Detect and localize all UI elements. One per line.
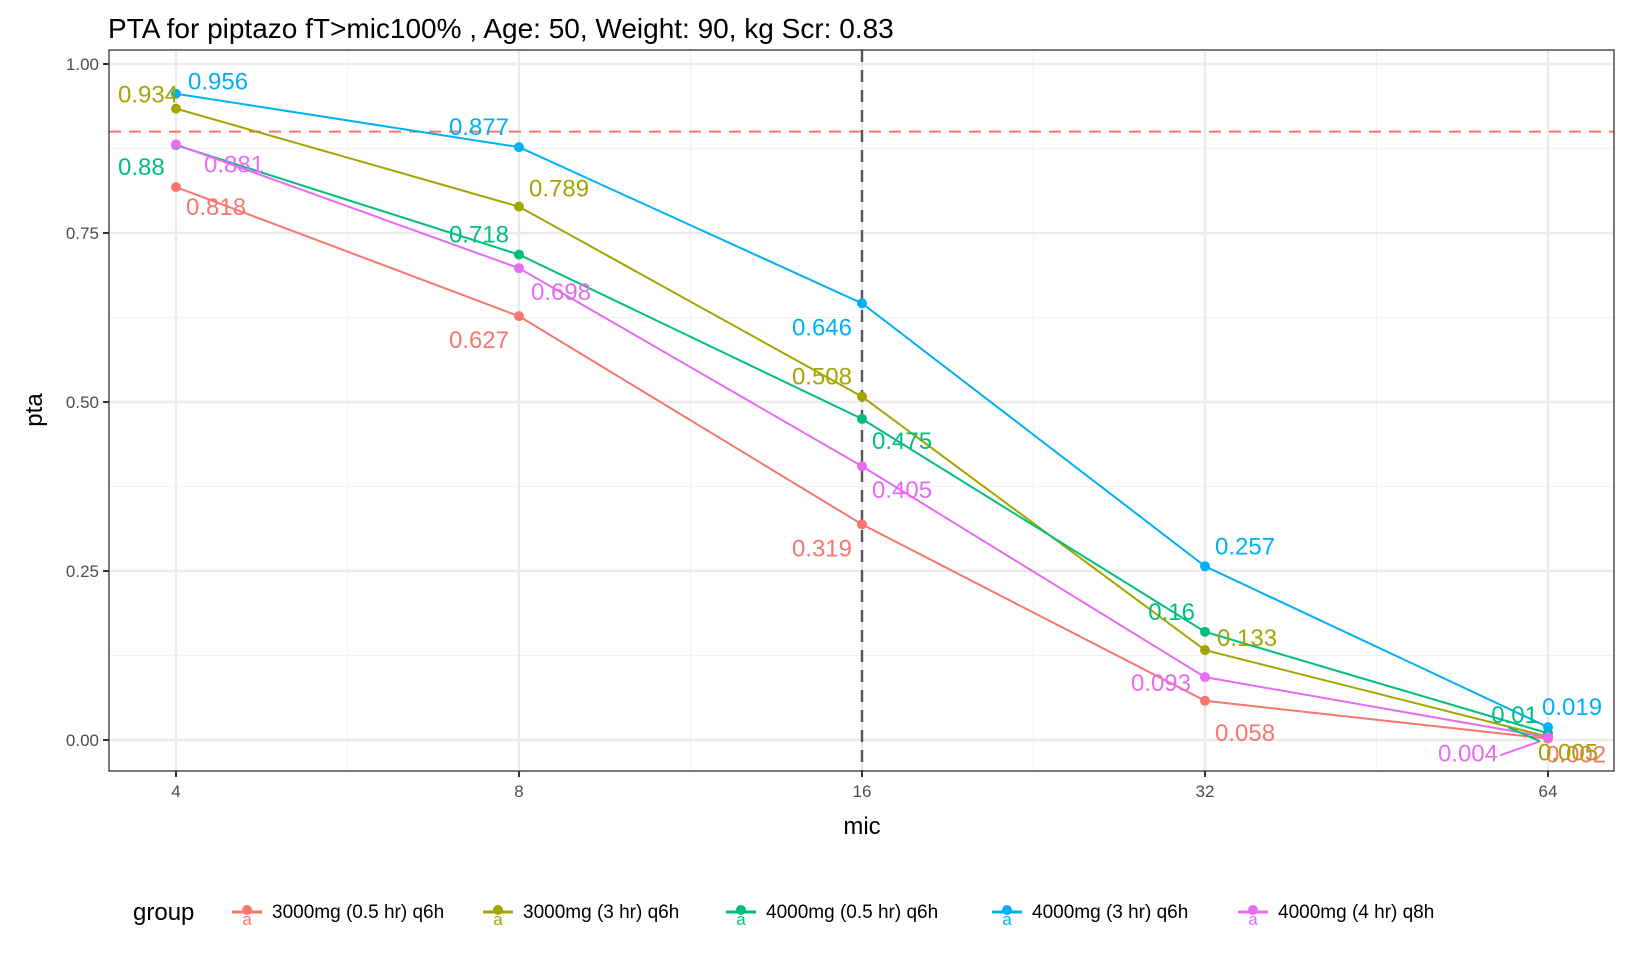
data-label: 0.508 [792, 364, 852, 391]
data-label: 0.877 [449, 114, 509, 141]
legend-label: 3000mg (3 hr) q6h [523, 902, 679, 923]
data-point [1200, 626, 1210, 637]
data-point [171, 88, 181, 99]
data-label: 0.881 [204, 151, 264, 178]
data-point [514, 142, 524, 153]
legend-key-point [1248, 905, 1258, 915]
data-label: 0.789 [529, 176, 589, 203]
series-4000mg-4-hr-q8h [171, 139, 1553, 743]
legend-key-text-glyph: a [242, 910, 252, 929]
data-label: 0.934 [118, 82, 178, 109]
legend-key-point [242, 905, 252, 915]
data-label: 0.019 [1542, 694, 1602, 721]
y-tick-label: 0.50 [66, 393, 99, 412]
legend-key-text-glyph: a [1248, 910, 1258, 929]
legend-label: 3000mg (0.5 hr) q6h [272, 902, 444, 923]
legend-item: a 3000mg (0.5 hr) q6h [232, 902, 444, 929]
series-3000mg-0-5-hr-q6h [171, 182, 1553, 744]
data-label: 0.005 [1538, 740, 1598, 767]
data-label: 0.818 [186, 194, 246, 221]
data-label: 0.475 [872, 428, 932, 455]
data-point [514, 249, 524, 260]
data-point [171, 103, 181, 114]
data-point [857, 391, 867, 402]
data-point [514, 201, 524, 212]
data-label: 0.257 [1215, 533, 1275, 560]
legend-key-point [493, 905, 503, 915]
data-label: 0.718 [449, 222, 509, 249]
data-label: 0.004 [1438, 740, 1498, 767]
data-label: 0.093 [1131, 670, 1191, 697]
x-tick-label: 8 [514, 782, 523, 801]
legend-key-point [1002, 905, 1012, 915]
chart-title: PTA for piptazo fT>mic100% , Age: 50, We… [108, 13, 894, 44]
label-connector [1507, 726, 1541, 743]
data-point [1543, 722, 1553, 733]
grid [109, 50, 1614, 771]
legend-key-text-glyph: a [736, 910, 746, 929]
legend-title: group [133, 899, 194, 926]
legend-key-point [736, 905, 746, 915]
legend-item: a 3000mg (3 hr) q6h [483, 902, 679, 929]
data-point [171, 139, 181, 150]
y-tick-label: 0.75 [66, 224, 99, 243]
y-tick-label: 1.00 [66, 55, 99, 74]
data-point [857, 519, 867, 530]
legend-key-text-glyph: a [1002, 910, 1012, 929]
data-point [1200, 672, 1210, 683]
series-lines [171, 88, 1553, 744]
data-point [1200, 645, 1210, 656]
axes: 0.00 0.25 0.50 0.75 1.00 4 8 16 32 64 [66, 55, 1558, 801]
data-label: 0.16 [1148, 599, 1195, 626]
label-connector [1499, 740, 1541, 757]
data-point [1200, 695, 1210, 706]
series-4000mg-3-hr-q6h [171, 88, 1553, 733]
data-point [171, 182, 181, 193]
data-point [1543, 732, 1553, 743]
data-point [514, 311, 524, 322]
reference-lines [109, 50, 1614, 771]
data-point [1200, 561, 1210, 572]
legend-label: 4000mg (3 hr) q6h [1032, 902, 1188, 923]
data-label: 0.01 [1491, 702, 1538, 729]
data-label: 0.319 [792, 535, 852, 562]
data-label: 0.405 [872, 477, 932, 504]
data-point [857, 413, 867, 424]
x-tick-label: 32 [1196, 782, 1215, 801]
legend: group a 3000mg (0.5 hr) q6h a 3000mg (3 hr)… [133, 899, 1434, 929]
data-label: 0.627 [449, 327, 509, 354]
x-axis-title: mic [843, 813, 880, 840]
data-label: 0.646 [792, 314, 852, 341]
data-point [857, 461, 867, 472]
data-label: 0.133 [1217, 625, 1277, 652]
legend-key-text-glyph: a [493, 910, 503, 929]
data-label: 0.002 [1546, 742, 1606, 769]
legend-item: a 4000mg (4 hr) q8h [1238, 902, 1434, 929]
x-tick-label: 16 [853, 782, 872, 801]
y-tick-label: 0.00 [66, 731, 99, 750]
legend-item: a 4000mg (0.5 hr) q6h [726, 902, 938, 929]
x-tick-label: 4 [171, 782, 180, 801]
legend-label: 4000mg (4 hr) q8h [1278, 902, 1434, 923]
data-label: 0.058 [1215, 720, 1275, 747]
y-axis-title: pta [21, 393, 48, 427]
data-labels: 0.818 0.627 0.319 0.058 0.002 0.934 0.789 0.508… [118, 69, 1606, 769]
x-tick-label: 64 [1539, 782, 1558, 801]
data-label: 0.698 [531, 279, 591, 306]
legend-item: a 4000mg (3 hr) q6h [992, 902, 1188, 929]
data-label: 0.956 [188, 69, 248, 96]
data-point [514, 263, 524, 274]
data-label: 0.88 [118, 154, 165, 181]
legend-label: 4000mg (0.5 hr) q6h [766, 902, 938, 923]
data-point [857, 298, 867, 309]
y-tick-label: 0.25 [66, 562, 99, 581]
